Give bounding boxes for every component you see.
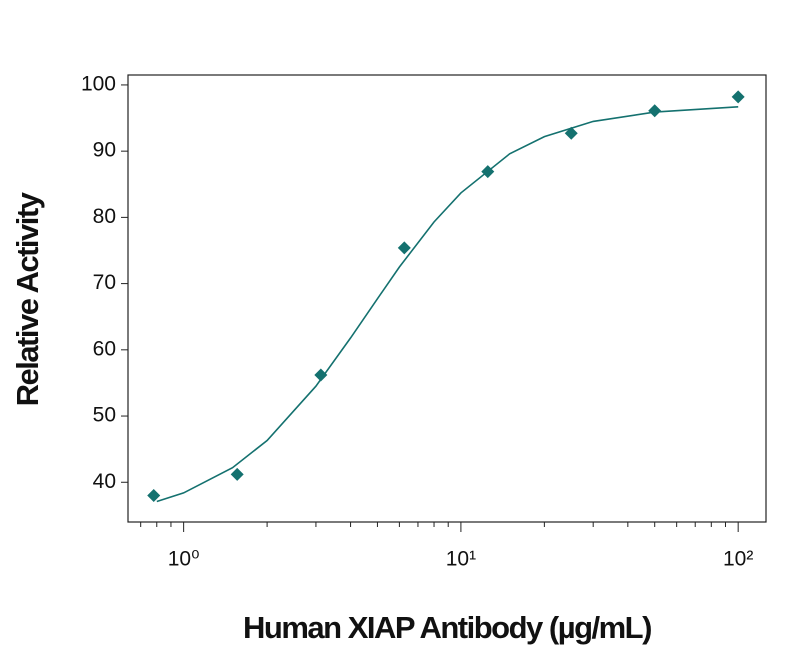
y-tick-label: 80 [93,205,116,228]
data-point [564,126,578,140]
y-tick-label: 90 [93,139,116,162]
data-point [731,90,745,104]
y-tick-label: 40 [93,470,116,493]
fit-curve [156,106,739,503]
y-axis-title: Relative Activity [10,191,45,406]
data-point [314,368,328,382]
x-tick-label: 10⁰ [168,548,200,571]
data-point [481,165,495,179]
plot-frame [127,74,767,523]
data-point [147,489,161,503]
y-tick-label: 70 [93,271,116,294]
data-point [230,467,244,481]
x-axis-title: Human XIAP Antibody (µg/mL) [243,610,651,645]
y-tick-label: 50 [93,404,116,427]
y-tick-label: 60 [93,337,116,360]
data-point [648,104,662,118]
x-tick-label: 10² [723,548,753,571]
y-tick-label: 100 [81,72,116,95]
x-tick-label: 10¹ [446,548,476,571]
data-point [397,241,411,255]
